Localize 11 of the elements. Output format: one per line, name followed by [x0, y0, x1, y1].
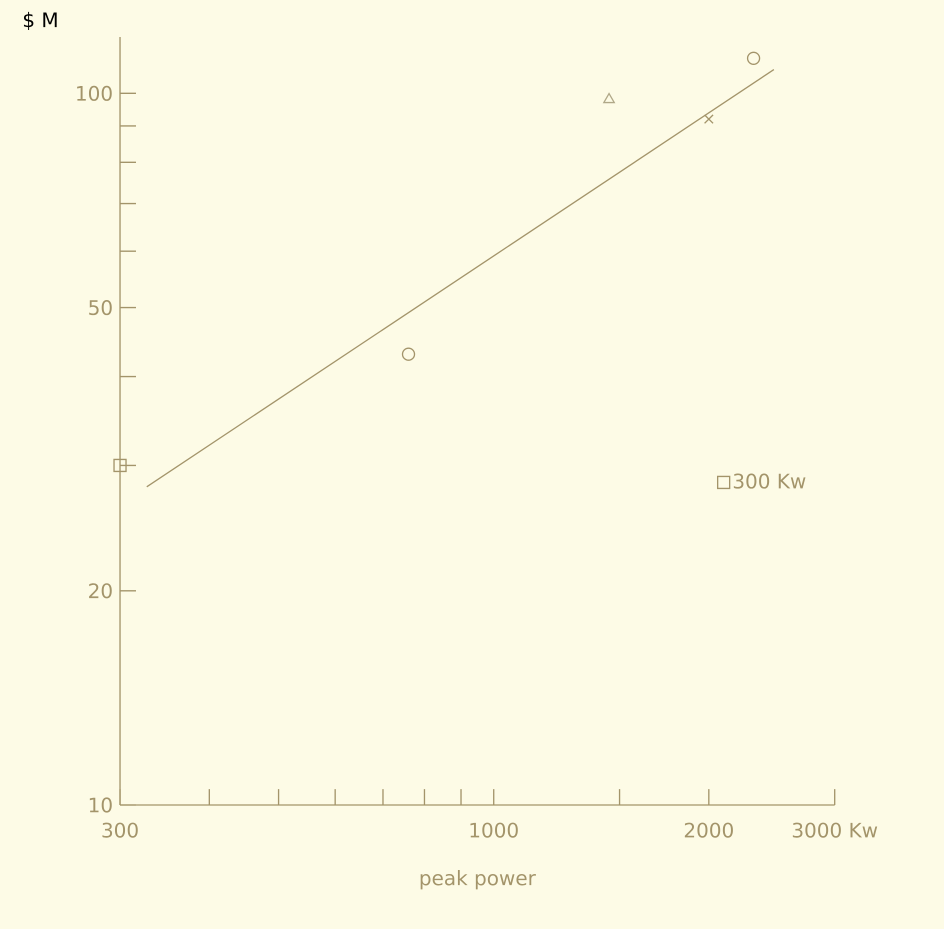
- y-tick-label: 100: [77, 86, 112, 101]
- y-tick-label: 20: [89, 583, 112, 598]
- legend-label: 300 Kw: [734, 474, 806, 489]
- y-tick-label: 10: [90, 797, 112, 813]
- x-tick-label: 1000: [470, 822, 518, 838]
- x-axis-title: peak power: [420, 870, 536, 890]
- y-tick-label: 50: [89, 300, 112, 316]
- x-tick-label: 2000: [684, 822, 733, 838]
- x-tick-label: 300: [102, 822, 138, 838]
- y-axis-title: $ M: [24, 12, 57, 30]
- x-tick-label: 3000 Kw: [792, 822, 878, 838]
